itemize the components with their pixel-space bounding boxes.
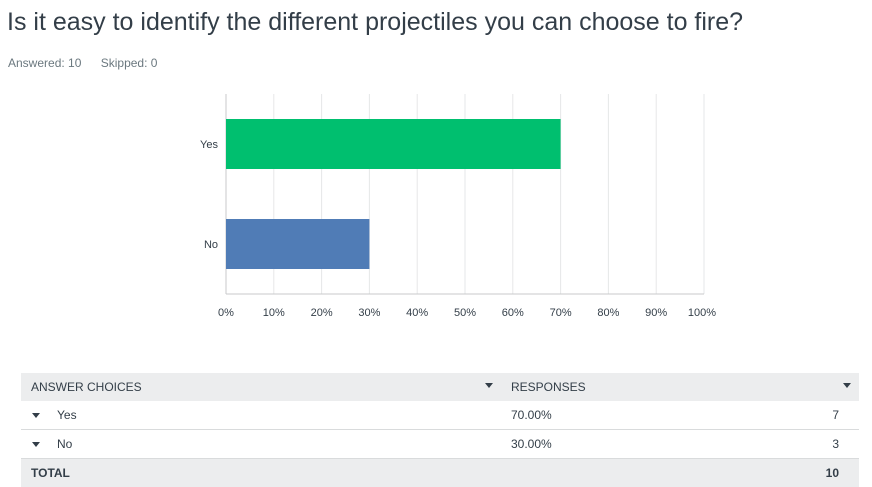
- category-label: No: [204, 239, 218, 251]
- x-tick-label: 80%: [597, 307, 619, 319]
- x-tick-label: 30%: [358, 307, 380, 319]
- x-tick-label: 40%: [406, 307, 428, 319]
- sort-responses-icon[interactable]: [843, 383, 851, 388]
- bar-no: [226, 219, 370, 269]
- x-tick-label: 70%: [550, 307, 572, 319]
- answer-choices-header[interactable]: ANSWER CHOICES: [31, 380, 142, 394]
- total-row: TOTAL 10: [21, 459, 859, 487]
- x-tick-label: 50%: [454, 307, 476, 319]
- response-count: 7: [832, 408, 839, 422]
- total-label: TOTAL: [31, 466, 70, 480]
- total-count: 10: [825, 466, 839, 480]
- expand-caret-icon[interactable]: [32, 413, 40, 418]
- answer-label: Yes: [57, 408, 77, 422]
- answered-count: Answered: 10: [8, 56, 82, 70]
- sort-answer-choices-icon[interactable]: [485, 383, 493, 388]
- responses-header[interactable]: RESPONSES: [511, 380, 586, 394]
- bar-chart: 0% 10% 20% 30% 40% 50% 60% 70% 80% 90% 100% Yes No: [200, 94, 716, 319]
- category-label: Yes: [200, 139, 218, 151]
- x-tick-label: 60%: [502, 307, 524, 319]
- response-percent: 70.00%: [511, 408, 552, 422]
- response-count: 3: [832, 437, 839, 451]
- bar-yes: [226, 119, 561, 169]
- response-percent: 30.00%: [511, 437, 552, 451]
- x-tick-label: 10%: [263, 307, 285, 319]
- question-title: Is it easy to identify the different pro…: [7, 8, 744, 36]
- table-header: ANSWER CHOICES RESPONSES: [21, 373, 859, 401]
- responses-table: ANSWER CHOICES RESPONSES Yes 70.00% 7 No…: [21, 373, 859, 487]
- x-tick-label: 90%: [645, 307, 667, 319]
- expand-caret-icon[interactable]: [32, 442, 40, 447]
- skipped-count: Skipped: 0: [100, 56, 158, 70]
- table-row: No 30.00% 3: [21, 430, 859, 459]
- x-tick-label: 100%: [688, 307, 716, 319]
- x-tick-label: 0%: [218, 307, 234, 319]
- x-tick-label: 20%: [311, 307, 333, 319]
- response-stats: Answered: 10 Skipped: 0: [8, 56, 173, 70]
- table-row: Yes 70.00% 7: [21, 401, 859, 430]
- answer-label: No: [57, 437, 73, 451]
